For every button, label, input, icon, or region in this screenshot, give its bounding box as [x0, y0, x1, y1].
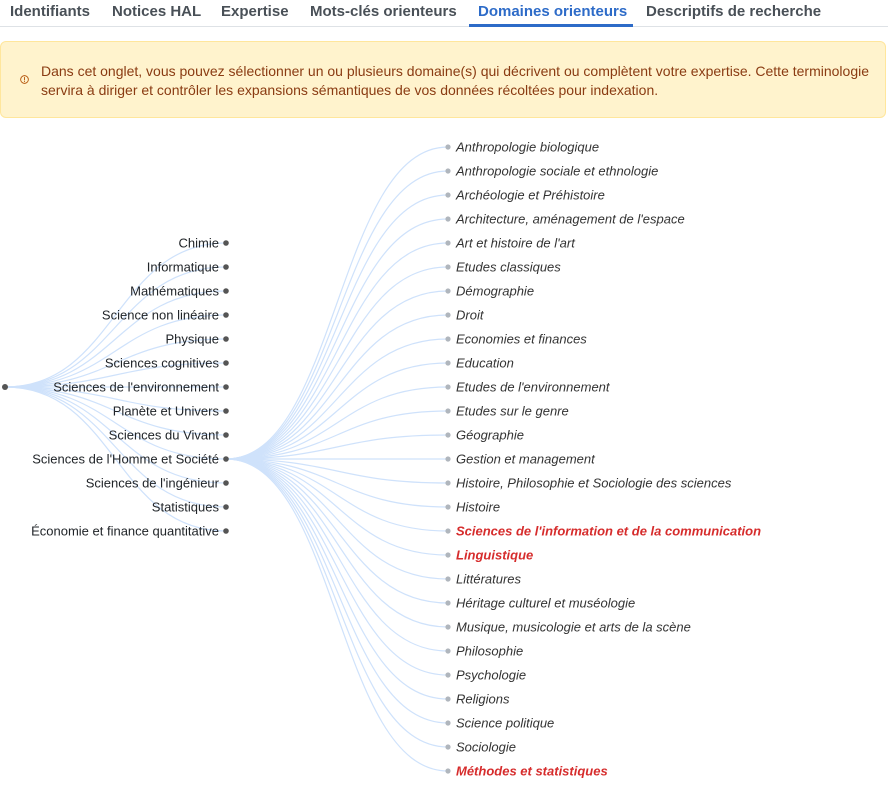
subdomain-node-architecture-amenagement-de-l-espace[interactable] — [445, 216, 450, 221]
subdomain-label-droit[interactable]: Droit — [456, 308, 485, 323]
link-education — [226, 363, 448, 459]
link-archeologie-et-prehistoire — [226, 195, 448, 459]
subdomain-node-etudes-sur-le-genre[interactable] — [445, 408, 450, 413]
subdomain-node-anthropologie-biologique[interactable] — [445, 144, 450, 149]
link-philosophie — [226, 459, 448, 651]
domain-label-science-non-lineaire[interactable]: Science non linéaire — [102, 308, 219, 323]
subdomain-node-linguistique[interactable] — [445, 552, 450, 557]
domain-node-informatique[interactable] — [223, 264, 229, 270]
root-node[interactable] — [2, 384, 8, 390]
subdomain-node-archeologie-et-prehistoire[interactable] — [445, 192, 450, 197]
subdomain-label-histoire-philosophie-et-sociologie-des-sciences[interactable]: Histoire, Philosophie et Sociologie des … — [456, 476, 732, 491]
domain-label-sciences-de-l-homme-et-societe[interactable]: Sciences de l'Homme et Société — [32, 452, 219, 467]
subdomain-node-philosophie[interactable] — [445, 648, 450, 653]
subdomain-label-demographie[interactable]: Démographie — [456, 284, 534, 299]
link-etudes-classiques — [226, 267, 448, 459]
link-droit — [226, 315, 448, 459]
link-art-et-histoire-de-l-art — [226, 243, 448, 459]
domain-label-sciences-de-l-environnement[interactable]: Sciences de l'environnement — [53, 380, 219, 395]
domain-label-physique[interactable]: Physique — [166, 332, 219, 347]
link-linguistique — [226, 459, 448, 555]
subdomain-label-linguistique[interactable]: Linguistique — [456, 548, 533, 563]
subdomain-label-psychologie[interactable]: Psychologie — [456, 668, 526, 683]
subdomain-node-gestion-et-management[interactable] — [445, 456, 450, 461]
subdomain-label-sciences-de-l-information-et-de-la-communication[interactable]: Sciences de l'information et de la commu… — [456, 524, 761, 539]
domain-node-economie-et-finance-quantitative[interactable] — [223, 528, 229, 534]
domain-label-sciences-du-vivant[interactable]: Sciences du Vivant — [109, 428, 220, 443]
subdomain-label-etudes-sur-le-genre[interactable]: Etudes sur le genre — [456, 404, 569, 419]
link-sociologie — [226, 459, 448, 747]
subdomain-node-demographie[interactable] — [445, 288, 450, 293]
subdomain-label-religions[interactable]: Religions — [456, 692, 510, 707]
domain-node-sciences-de-l-ingenieur[interactable] — [223, 480, 229, 486]
link-science-politique — [226, 459, 448, 723]
subdomain-label-sociologie[interactable]: Sociologie — [456, 740, 516, 755]
domain-label-mathematiques[interactable]: Mathématiques — [130, 284, 219, 299]
subdomain-label-histoire[interactable]: Histoire — [456, 500, 500, 515]
domain-label-planete-et-univers[interactable]: Planète et Univers — [113, 404, 220, 419]
subdomain-node-droit[interactable] — [445, 312, 450, 317]
subdomain-label-architecture-amenagement-de-l-espace[interactable]: Architecture, aménagement de l'espace — [455, 212, 685, 227]
subdomain-label-gestion-et-management[interactable]: Gestion et management — [456, 452, 596, 467]
subdomain-node-religions[interactable] — [445, 696, 450, 701]
subdomain-label-anthropologie-biologique[interactable]: Anthropologie biologique — [455, 140, 599, 155]
subdomain-node-etudes-classiques[interactable] — [445, 264, 450, 269]
subdomain-label-archeologie-et-prehistoire[interactable]: Archéologie et Préhistoire — [455, 188, 605, 203]
subdomain-node-musique-musicologie-et-arts-de-la-scene[interactable] — [445, 624, 450, 629]
domain-node-physique[interactable] — [223, 336, 229, 342]
subdomain-label-musique-musicologie-et-arts-de-la-scene[interactable]: Musique, musicologie et arts de la scène — [456, 620, 691, 635]
link-sciences-de-l-homme-et-societe — [5, 387, 226, 459]
subdomain-label-art-et-histoire-de-l-art[interactable]: Art et histoire de l'art — [455, 236, 576, 251]
subdomain-node-histoire-philosophie-et-sociologie-des-sciences[interactable] — [445, 480, 450, 485]
subdomain-label-heritage-culturel-et-museologie[interactable]: Héritage culturel et muséologie — [456, 596, 635, 611]
subdomain-label-methodes-et-statistiques[interactable]: Méthodes et statistiques — [456, 764, 608, 779]
subdomain-label-litteratures[interactable]: Littératures — [456, 572, 522, 587]
subdomain-label-economies-et-finances[interactable]: Economies et finances — [456, 332, 587, 347]
domain-label-informatique[interactable]: Informatique — [147, 260, 219, 275]
link-science-non-lineaire — [5, 315, 226, 387]
subdomain-node-psychologie[interactable] — [445, 672, 450, 677]
subdomain-node-heritage-culturel-et-museologie[interactable] — [445, 600, 450, 605]
domain-label-economie-et-finance-quantitative[interactable]: Économie et finance quantitative — [31, 524, 219, 539]
subdomain-node-art-et-histoire-de-l-art[interactable] — [445, 240, 450, 245]
link-psychologie — [226, 459, 448, 675]
subdomain-label-etudes-de-l-environnement[interactable]: Etudes de l'environnement — [456, 380, 611, 395]
subdomain-node-geographie[interactable] — [445, 432, 450, 437]
domain-node-statistiques[interactable] — [223, 504, 229, 510]
link-litteratures — [226, 459, 448, 579]
subdomain-node-sciences-de-l-information-et-de-la-communication[interactable] — [445, 528, 450, 533]
subdomain-node-litteratures[interactable] — [445, 576, 450, 581]
domain-node-sciences-de-l-environnement[interactable] — [223, 384, 229, 390]
domain-node-sciences-du-vivant[interactable] — [223, 432, 229, 438]
subdomain-node-histoire[interactable] — [445, 504, 450, 509]
link-heritage-culturel-et-museologie — [226, 459, 448, 603]
domain-node-science-non-lineaire[interactable] — [223, 312, 229, 318]
subdomain-node-sociologie[interactable] — [445, 744, 450, 749]
domain-node-sciences-de-l-homme-et-societe[interactable] — [223, 456, 229, 462]
subdomain-label-anthropologie-sociale-et-ethnologie[interactable]: Anthropologie sociale et ethnologie — [455, 164, 658, 179]
link-anthropologie-sociale-et-ethnologie — [226, 171, 448, 459]
domain-label-chimie[interactable]: Chimie — [179, 236, 219, 251]
domain-label-sciences-de-l-ingenieur[interactable]: Sciences de l'ingénieur — [86, 476, 220, 491]
subdomain-node-etudes-de-l-environnement[interactable] — [445, 384, 450, 389]
subdomain-node-methodes-et-statistiques[interactable] — [445, 768, 450, 773]
subdomain-node-economies-et-finances[interactable] — [445, 336, 450, 341]
domain-node-planete-et-univers[interactable] — [223, 408, 229, 414]
subdomain-label-science-politique[interactable]: Science politique — [456, 716, 554, 731]
domain-label-statistiques[interactable]: Statistiques — [152, 500, 220, 515]
subdomain-node-science-politique[interactable] — [445, 720, 450, 725]
subdomain-label-etudes-classiques[interactable]: Etudes classiques — [456, 260, 561, 275]
link-economies-et-finances — [226, 339, 448, 459]
domain-node-chimie[interactable] — [223, 240, 229, 246]
subdomain-label-education[interactable]: Education — [456, 356, 514, 371]
domain-node-sciences-cognitives[interactable] — [223, 360, 229, 366]
subdomain-node-education[interactable] — [445, 360, 450, 365]
domain-node-mathematiques[interactable] — [223, 288, 229, 294]
domain-label-sciences-cognitives[interactable]: Sciences cognitives — [105, 356, 220, 371]
subdomain-label-geographie[interactable]: Géographie — [456, 428, 524, 443]
subdomain-label-philosophie[interactable]: Philosophie — [456, 644, 523, 659]
subdomain-node-anthropologie-sociale-et-ethnologie[interactable] — [445, 168, 450, 173]
